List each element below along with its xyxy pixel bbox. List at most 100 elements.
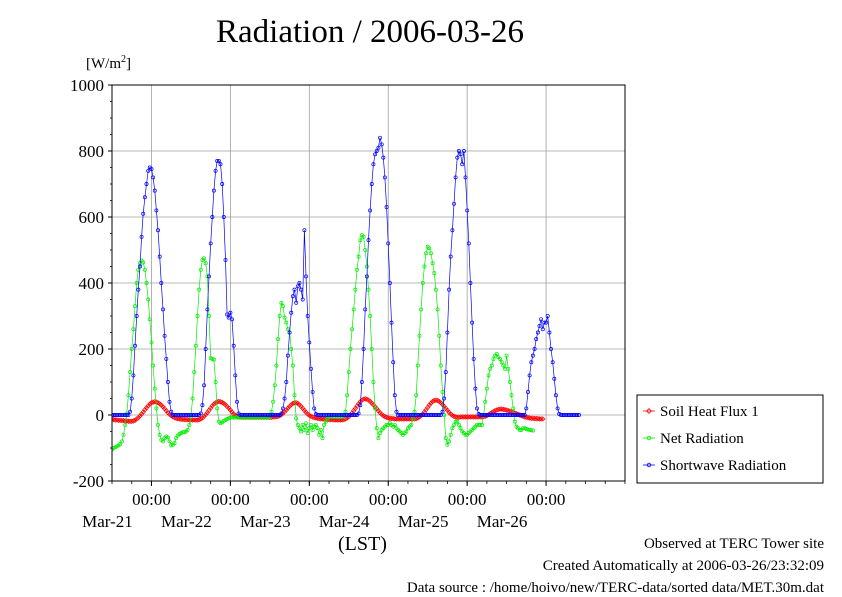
data-point	[309, 422, 313, 427]
data-point	[409, 422, 414, 427]
data-point	[120, 417, 127, 424]
data-point	[282, 396, 287, 401]
data-point	[152, 399, 158, 405]
data-point	[209, 403, 215, 409]
data-point	[475, 406, 479, 411]
data-point	[117, 417, 123, 423]
data-point	[473, 386, 478, 391]
data-point	[524, 406, 529, 411]
data-point	[282, 315, 287, 320]
data-point	[307, 340, 312, 345]
data-point	[115, 417, 122, 423]
data-point	[132, 417, 138, 423]
data-point	[452, 422, 456, 427]
data-point	[162, 333, 167, 338]
data-point	[217, 399, 224, 405]
data-point	[501, 363, 506, 368]
data-point	[497, 406, 503, 412]
data-point	[542, 320, 547, 325]
data-point	[302, 228, 307, 233]
data-point	[364, 264, 369, 269]
data-point	[553, 393, 558, 398]
data-point	[147, 317, 152, 322]
data-point	[126, 413, 131, 417]
legend-marker	[646, 435, 652, 441]
data-point	[286, 403, 293, 410]
data-point	[535, 415, 541, 422]
data-point	[415, 415, 421, 421]
data-point	[157, 432, 162, 437]
data-point	[353, 413, 358, 417]
data-point	[300, 297, 305, 302]
data-point	[233, 373, 238, 378]
data-point	[498, 356, 502, 361]
data-point	[388, 415, 395, 422]
data-point	[283, 407, 289, 413]
unit-superscript: 2	[121, 54, 126, 65]
data-point	[167, 399, 172, 404]
data-point	[478, 422, 483, 427]
data-point	[366, 287, 371, 292]
data-point	[205, 307, 210, 312]
data-point	[525, 414, 531, 421]
data-point	[463, 432, 468, 437]
data-point	[143, 405, 150, 411]
data-point	[130, 418, 137, 424]
data-point	[285, 405, 291, 411]
data-point	[159, 281, 164, 285]
data-point	[318, 427, 323, 432]
data-point	[292, 393, 297, 398]
data-point	[142, 195, 147, 200]
data-point	[133, 416, 140, 422]
data-point	[131, 327, 136, 332]
x-tick-date-label: Mar-22	[161, 512, 212, 531]
data-point	[295, 422, 300, 427]
data-point	[545, 314, 550, 318]
data-point	[447, 287, 452, 292]
data-point	[138, 411, 145, 417]
data-point	[451, 413, 457, 420]
data-point	[540, 416, 546, 422]
data-point	[544, 320, 549, 325]
data-point	[295, 284, 300, 289]
data-point	[420, 281, 425, 285]
data-point	[507, 380, 512, 384]
data-point	[119, 439, 124, 444]
legend-item: Shortwave Radiation	[643, 458, 787, 474]
x-tick-date-label: Mar-23	[240, 512, 291, 531]
data-point	[500, 406, 507, 413]
data-point	[294, 300, 299, 305]
axes: -200 0 200 400 600 800 1000 00:00 Mar-21 00:00 Mar…	[70, 76, 626, 531]
data-point	[174, 436, 179, 441]
data-point	[128, 370, 133, 375]
data-point	[308, 413, 314, 420]
data-point	[341, 416, 347, 423]
data-point	[404, 429, 409, 434]
data-point	[164, 356, 169, 361]
data-point	[135, 414, 142, 421]
data-point	[289, 347, 294, 351]
data-point	[356, 411, 361, 416]
data-point	[351, 307, 356, 312]
data-point	[552, 376, 557, 381]
data-point	[235, 399, 239, 404]
legend-item: Net Radiation	[643, 431, 744, 447]
data-point	[359, 380, 364, 384]
data-point	[311, 414, 317, 421]
data-point	[358, 403, 363, 408]
data-point	[440, 389, 445, 394]
data-point	[438, 413, 443, 417]
data-point	[309, 414, 316, 420]
data-point	[456, 149, 461, 153]
data-point	[145, 403, 151, 409]
data-point	[465, 208, 470, 213]
data-point	[187, 422, 192, 427]
data-point	[539, 317, 544, 322]
data-point	[154, 406, 159, 411]
data-point	[498, 406, 505, 412]
data-point	[391, 360, 396, 365]
data-point	[526, 415, 533, 421]
data-point	[538, 416, 544, 422]
data-point	[517, 427, 522, 432]
